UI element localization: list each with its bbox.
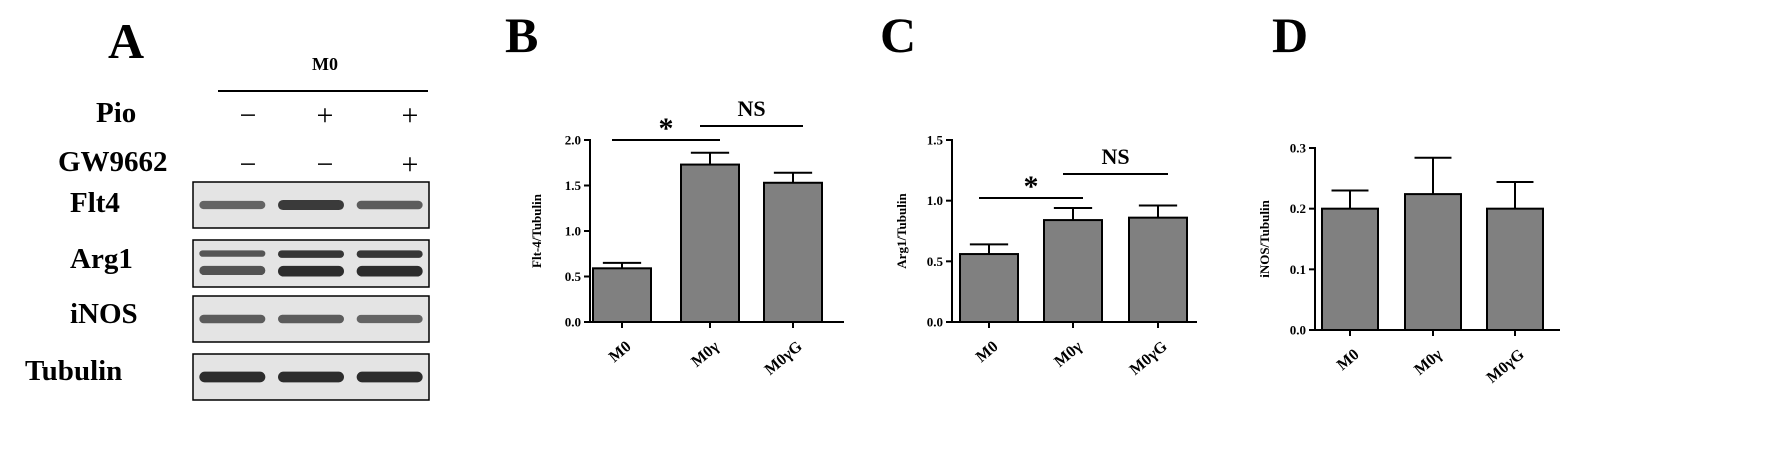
not-significant-label: NS — [737, 96, 765, 121]
not-significant-label: NS — [1101, 144, 1129, 169]
y-tick-label: 0.0 — [1290, 323, 1306, 338]
western-blot-panel: A M0 Pio − + + GW9662 − − + Flt4 Arg1 iNOS Tubulin — [25, 13, 430, 401]
protein-band — [278, 250, 344, 258]
category-label: M0γG — [1127, 338, 1171, 379]
protein-band — [356, 371, 423, 383]
y-tick-label: 1.0 — [927, 193, 943, 208]
y-tick-label: 2.0 — [565, 133, 581, 148]
category-label: M0γG — [1484, 346, 1528, 387]
y-tick-label: 0.2 — [1290, 201, 1306, 216]
bar-M0 — [1321, 207, 1379, 332]
treatment-mark: + — [402, 99, 419, 132]
y-tick-label: 0.5 — [565, 269, 582, 284]
protein-band — [199, 265, 266, 276]
protein-band — [278, 314, 344, 324]
category-label: M0γG — [762, 338, 806, 379]
bar-M0γG — [763, 181, 823, 323]
category-label: M0 — [1334, 346, 1363, 374]
protein-band — [356, 314, 423, 324]
protein-band — [356, 200, 423, 210]
bar-M0γG — [1128, 216, 1188, 323]
y-tick-label: 1.5 — [565, 178, 582, 193]
y-axis-label: Arg1/Tubulin — [894, 193, 909, 269]
band-label-flt4: Flt4 — [70, 187, 120, 219]
protein-band — [199, 250, 266, 257]
bar-M0γ — [1404, 193, 1462, 331]
y-tick-label: 0.0 — [565, 315, 581, 330]
y-axis-label: iNOS/Tubulin — [1257, 199, 1272, 277]
blot-strip-arg1 — [192, 239, 430, 288]
protein-band — [356, 265, 423, 277]
significance-star: * — [1024, 170, 1039, 203]
bar-M0γG — [1486, 207, 1544, 332]
y-tick-label: 1.0 — [565, 224, 581, 239]
category-label: M0 — [973, 338, 1002, 366]
bar-M0 — [592, 267, 652, 323]
y-tick-label: 0.0 — [927, 315, 943, 330]
band-label-arg1: Arg1 — [70, 243, 133, 275]
category-label: M0γ — [1411, 346, 1446, 379]
protein-band — [199, 200, 266, 210]
panel-letter-a: A — [108, 13, 144, 69]
bar-M0γ — [1043, 219, 1103, 323]
treatment-mark: + — [402, 148, 419, 181]
treatment-label-gw9662: GW9662 — [58, 146, 168, 178]
treatment-mark: − — [240, 99, 257, 132]
bar-chart-c: C Arg1/Tubulin 0.0 0.5 1.0 1.5 M0 M0γ M0γG * NS — [880, 7, 1197, 379]
significance-star: * — [659, 112, 674, 145]
treatment-mark: − — [240, 148, 257, 181]
panel-letter-b: B — [505, 7, 538, 63]
treatment-mark: + — [317, 99, 334, 132]
protein-band — [199, 314, 266, 324]
treatment-label-pio: Pio — [96, 97, 136, 129]
bar-M0γ — [680, 163, 740, 323]
bar-chart-b: B Flt-4/Tubulin 0.0 0.5 1.0 1.5 2.0 M0 M0γ M0γG * N… — [505, 7, 844, 379]
band-label-inos: iNOS — [70, 298, 138, 330]
y-tick-label: 1.5 — [927, 133, 944, 148]
bar-charts: B Flt-4/Tubulin 0.0 0.5 1.0 1.5 2.0 M0 M0γ M0γG * N… — [505, 7, 1560, 387]
category-label: M0 — [606, 338, 635, 366]
panel-letter-d: D — [1272, 7, 1308, 63]
protein-band — [278, 371, 344, 383]
y-axis-label: Flt-4/Tubulin — [529, 193, 544, 268]
band-label-tubulin: Tubulin — [25, 355, 122, 387]
protein-band — [278, 265, 344, 277]
treatment-mark: − — [317, 148, 334, 181]
condition-label: M0 — [312, 54, 338, 74]
protein-band — [278, 199, 344, 211]
bar-M0 — [959, 253, 1019, 323]
category-label: M0γ — [1051, 338, 1086, 371]
y-tick-label: 0.5 — [927, 254, 944, 269]
protein-band — [356, 250, 423, 258]
protein-band — [199, 371, 266, 383]
category-label: M0γ — [688, 338, 723, 371]
y-tick-label: 0.3 — [1290, 141, 1307, 156]
y-tick-label: 0.1 — [1290, 262, 1306, 277]
panel-letter-c: C — [880, 7, 916, 63]
